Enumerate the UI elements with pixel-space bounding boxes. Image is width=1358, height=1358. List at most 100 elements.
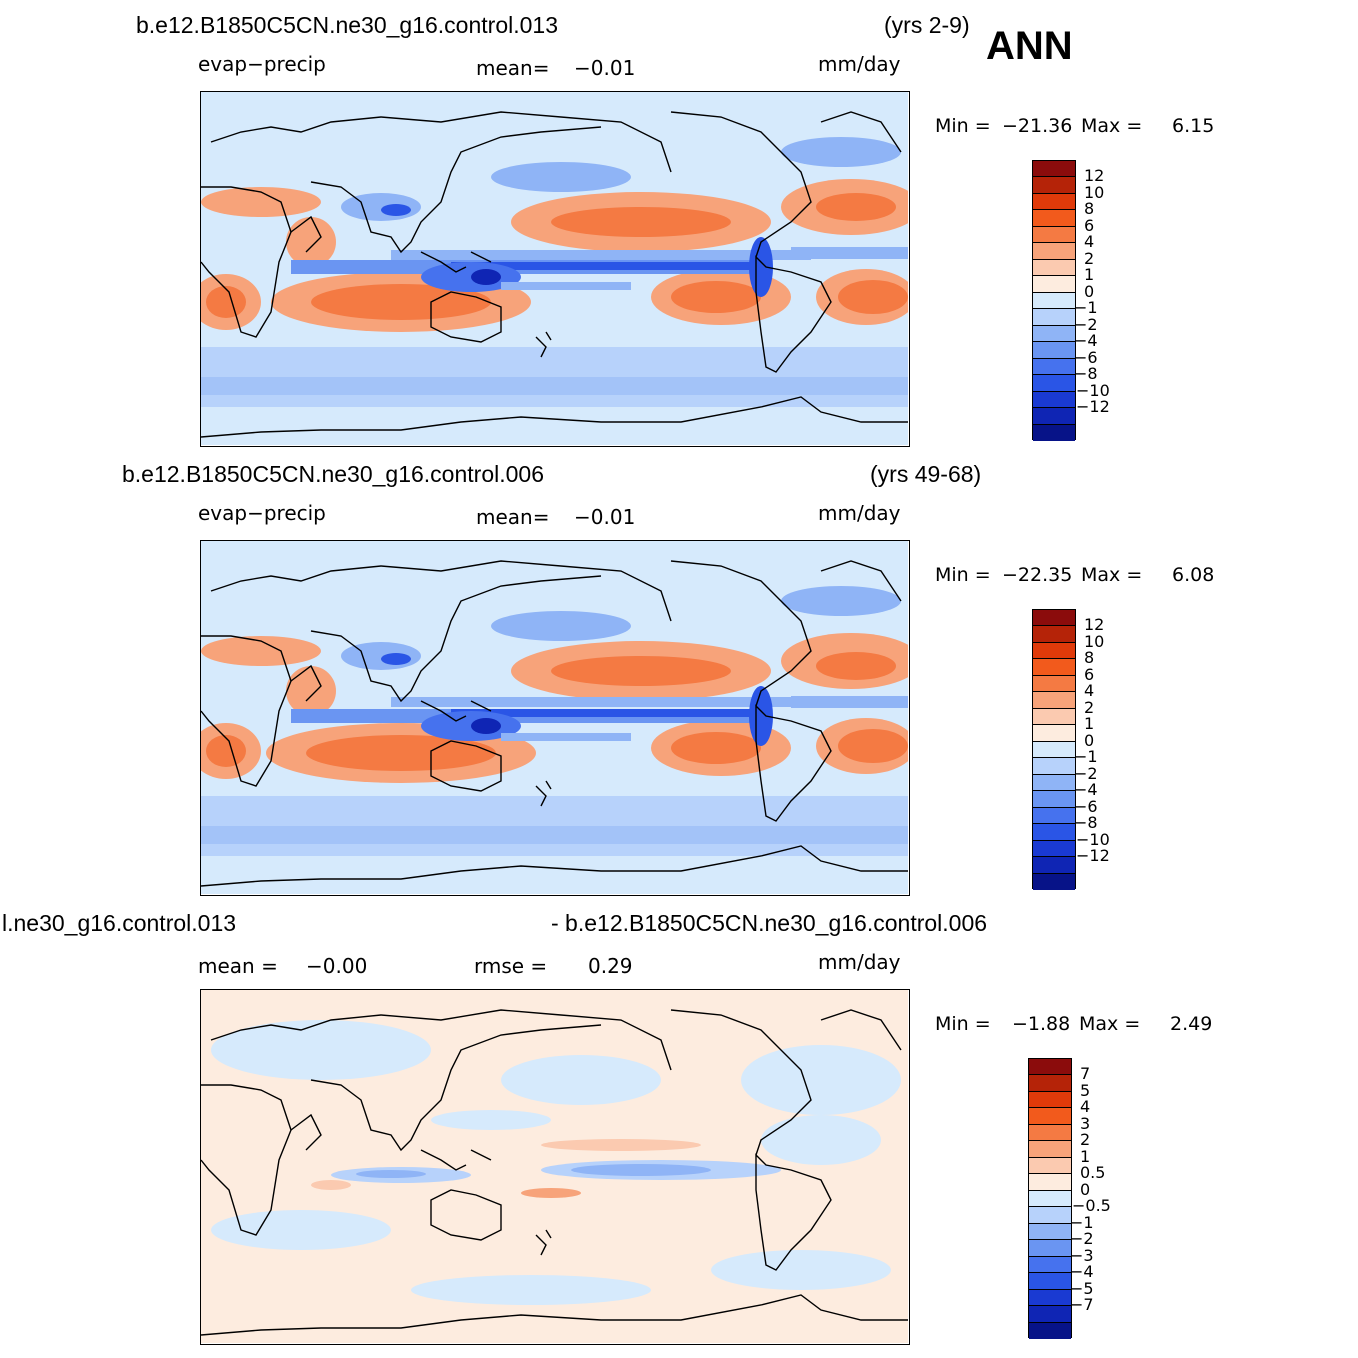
colorbar-box (1033, 642, 1075, 660)
panel3-map-field (201, 990, 908, 1343)
colorbar-tick-label: 0.5 (1080, 1163, 1106, 1183)
colorbar-box (1029, 1108, 1071, 1125)
colorbar-tick-label: 4 (1080, 1097, 1091, 1117)
panel3-max-label: Max = (1079, 1013, 1141, 1035)
panel1-max-label: Max = (1081, 115, 1143, 137)
panel3-mean-label: mean = (198, 954, 278, 978)
colorbar-box (1033, 708, 1075, 726)
colorbar-box (1029, 1141, 1071, 1158)
colorbar-tick-label: −2 (1074, 763, 1098, 783)
colorbar-tick-label: 6 (1084, 664, 1095, 684)
panel1-min-value: −21.36 (1002, 115, 1073, 137)
colorbar-box (1029, 1190, 1071, 1208)
colorbar-box (1033, 325, 1075, 343)
colorbar-box (1029, 1322, 1071, 1339)
colorbar-tick-label: 8 (1084, 199, 1095, 219)
colorbar-box (1029, 1240, 1071, 1257)
colorbar-box (1033, 177, 1075, 194)
colorbar-box (1033, 226, 1075, 244)
panel3-colorbar (1028, 1058, 1072, 1339)
colorbar-tick-label: 1 (1080, 1146, 1091, 1166)
colorbar-tick-label: 10 (1084, 631, 1105, 651)
panel3-rmse-value: 0.29 (588, 954, 633, 978)
panel2-min-value: −22.35 (1002, 564, 1073, 586)
colorbar-tick-label: −8 (1074, 813, 1098, 833)
panel2-mean-value: −0.01 (574, 505, 636, 529)
colorbar-tick-label: 0 (1080, 1179, 1091, 1199)
colorbar-box (1029, 1157, 1071, 1175)
colorbar-tick-label: −12 (1076, 397, 1110, 417)
colorbar-box (1033, 161, 1075, 178)
panel2-colorbar (1032, 609, 1076, 890)
colorbar-box (1033, 243, 1075, 260)
panel2-max-label: Max = (1081, 564, 1143, 586)
colorbar-tick-label: 4 (1084, 232, 1095, 252)
panel2-years: (yrs 49-68) (870, 461, 982, 487)
panel2-max-value: 6.08 (1172, 564, 1215, 586)
colorbar-tick-label: 5 (1080, 1080, 1091, 1100)
panel2-map (200, 540, 910, 896)
panel1-min-label: Min = (935, 115, 991, 137)
colorbar-box (1029, 1256, 1071, 1274)
colorbar-tick-label: −2 (1074, 314, 1098, 334)
colorbar-box (1033, 408, 1075, 425)
panel1-case-title: b.e12.B1850C5CN.ne30_g16.control.013 (136, 12, 558, 38)
colorbar-box (1033, 342, 1075, 359)
colorbar-box (1033, 358, 1075, 376)
colorbar-box (1033, 857, 1075, 874)
colorbar-box (1029, 1273, 1071, 1290)
panel3-mean-value: −0.00 (306, 954, 368, 978)
season-label: ANN (986, 24, 1073, 68)
colorbar-tick-label: 0 (1084, 281, 1095, 301)
colorbar-box (1033, 391, 1075, 409)
colorbar-tick-label: −0.5 (1072, 1196, 1111, 1216)
colorbar-tick-label: −3 (1070, 1245, 1094, 1265)
colorbar-box (1033, 741, 1075, 759)
colorbar-tick-label: −10 (1076, 829, 1110, 849)
colorbar-box (1033, 725, 1075, 742)
colorbar-tick-label: −6 (1074, 347, 1098, 367)
colorbar-box (1033, 309, 1075, 326)
colorbar-box (1033, 610, 1075, 627)
colorbar-box (1033, 276, 1075, 293)
panel3-min-value: −1.88 (1012, 1013, 1071, 1035)
colorbar-box (1033, 193, 1075, 211)
colorbar-box (1033, 824, 1075, 841)
panel3-map (200, 989, 910, 1345)
panel1-map (200, 91, 910, 447)
colorbar-box (1033, 840, 1075, 858)
panel1-max-value: 6.15 (1172, 115, 1215, 137)
colorbar-box (1033, 259, 1075, 277)
colorbar-box (1033, 758, 1075, 775)
panel3-case-title-right: - b.e12.B1850C5CN.ne30_g16.control.006 (551, 910, 988, 936)
colorbar-tick-label: −12 (1076, 846, 1110, 866)
colorbar-tick-label: −4 (1074, 780, 1098, 800)
panel1-colorbar (1032, 160, 1076, 441)
panel3-min-label: Min = (935, 1013, 991, 1035)
colorbar-box (1033, 375, 1075, 392)
panel2-mean-label: mean= (476, 505, 550, 529)
panel2-variable: evap−precip (198, 501, 326, 525)
panel1-units: mm/day (818, 52, 901, 76)
panel2-units: mm/day (818, 501, 901, 525)
colorbar-box (1029, 1306, 1071, 1323)
colorbar-tick-label: 2 (1084, 697, 1095, 717)
colorbar-tick-label: 8 (1084, 648, 1095, 668)
colorbar-tick-label: −8 (1074, 364, 1098, 384)
panel1-years: (yrs 2-9) (884, 12, 970, 38)
colorbar-box (1033, 873, 1075, 890)
colorbar-tick-label: −1 (1074, 298, 1098, 318)
colorbar-tick-label: −2 (1070, 1229, 1094, 1249)
colorbar-box (1033, 692, 1075, 709)
panel3-rmse-label: rmse = (474, 954, 548, 978)
colorbar-tick-label: −10 (1076, 380, 1110, 400)
colorbar-box (1033, 292, 1075, 310)
colorbar-tick-label: 1 (1084, 265, 1095, 285)
colorbar-tick-label: 12 (1084, 166, 1105, 186)
colorbar-tick-label: −4 (1070, 1262, 1094, 1282)
colorbar-tick-label: −5 (1070, 1278, 1094, 1298)
colorbar-tick-label: 4 (1084, 681, 1095, 701)
colorbar-box (1029, 1289, 1071, 1307)
panel1-mean-value: −0.01 (574, 56, 636, 80)
panel1-map-field (201, 92, 908, 445)
